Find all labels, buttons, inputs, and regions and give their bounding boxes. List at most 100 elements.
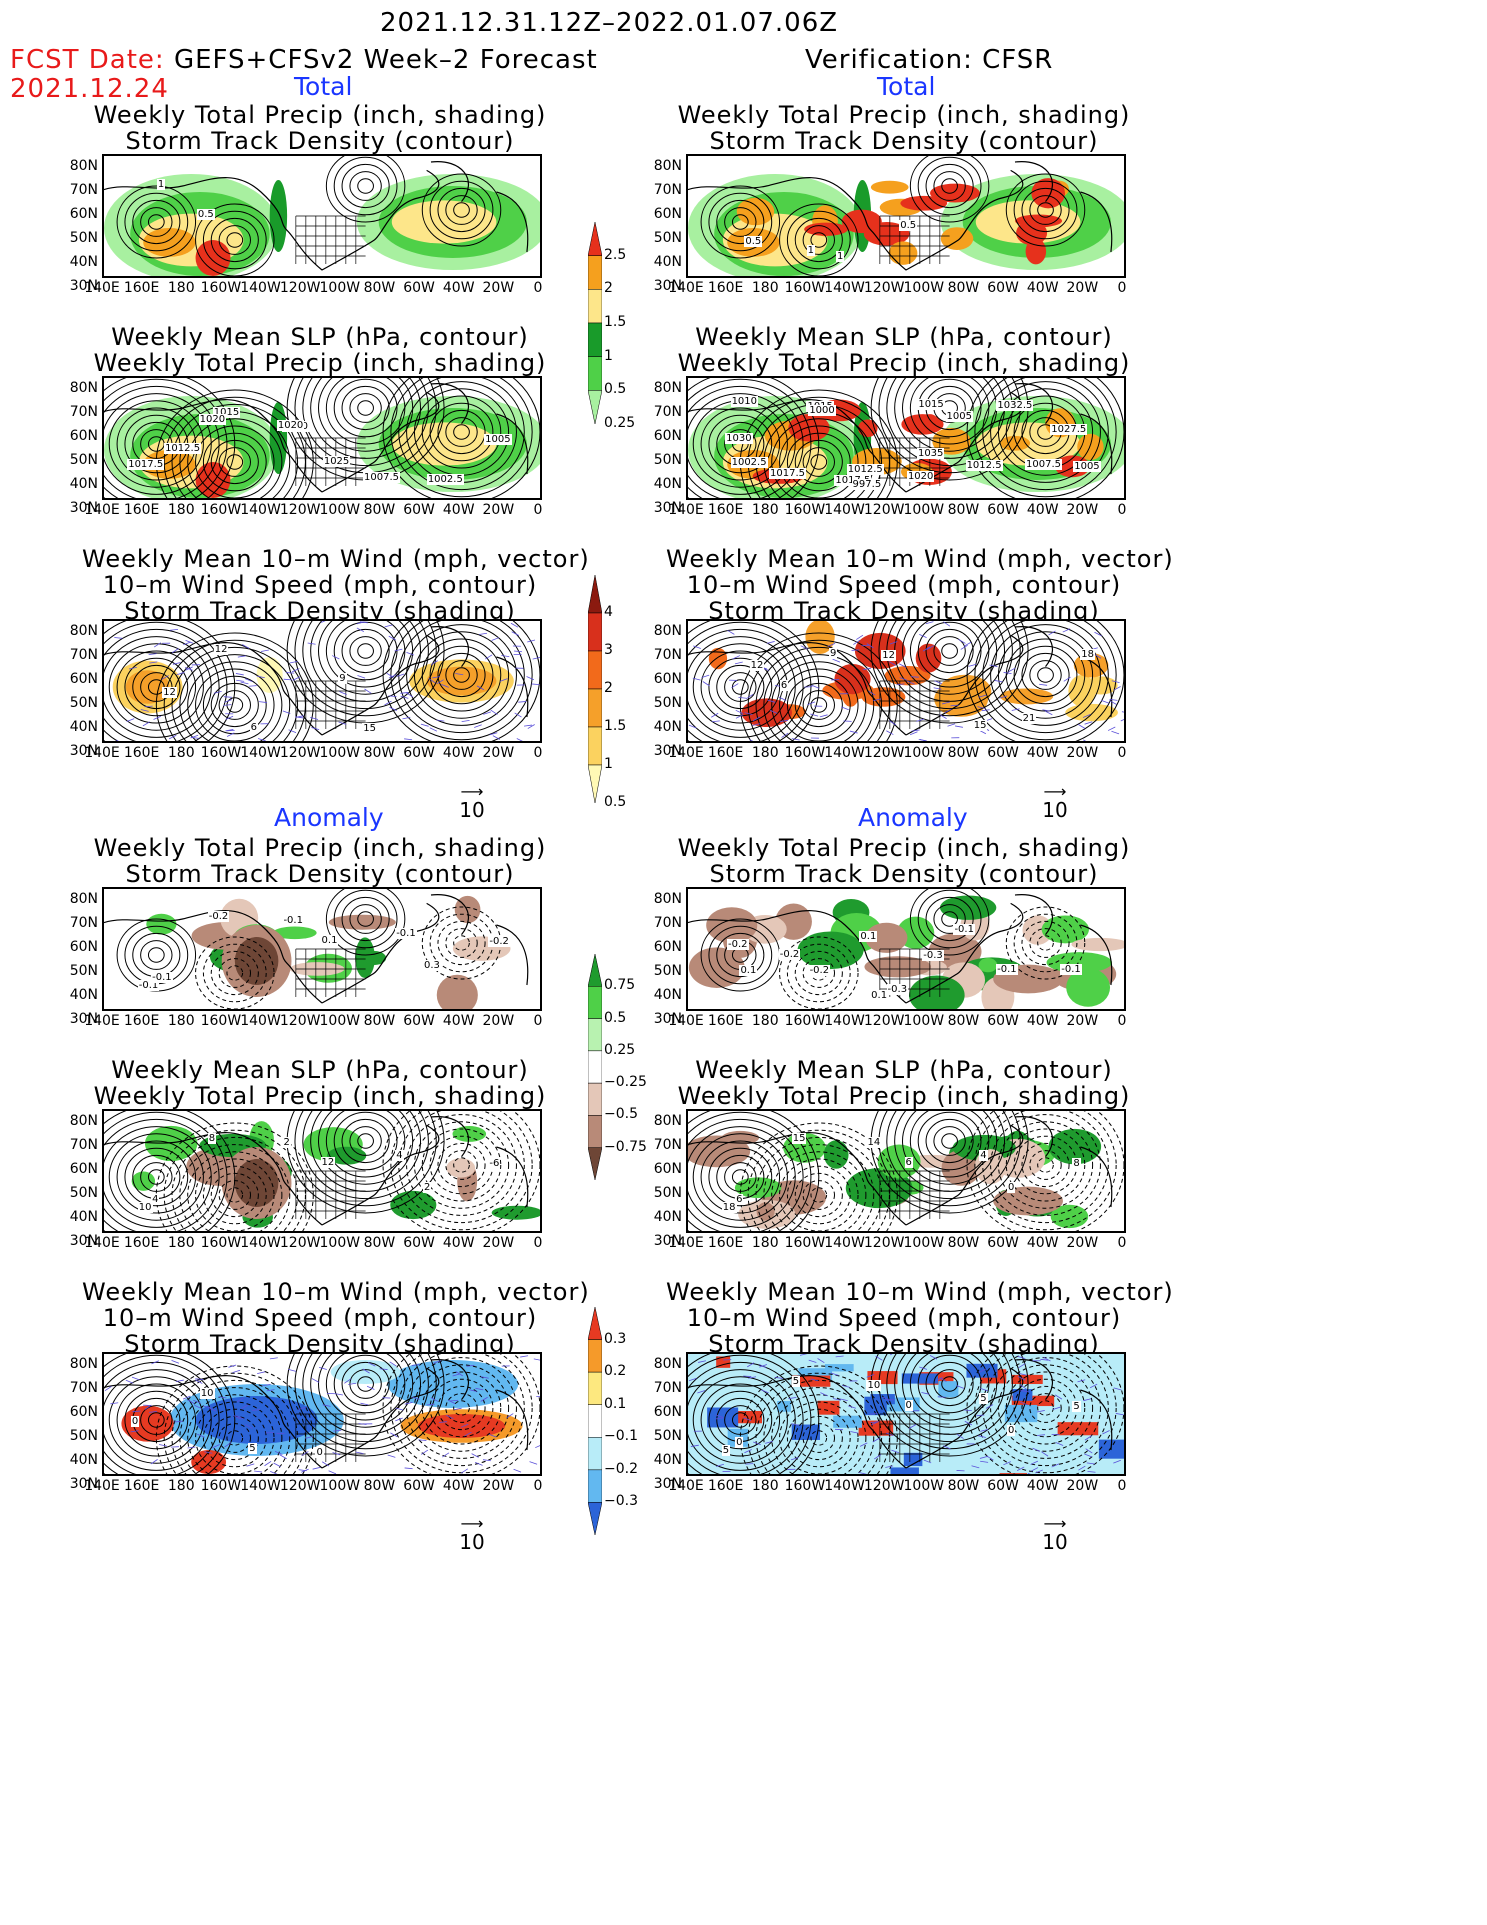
contour-label: 6 [249,721,259,733]
colorbar-tick-label: 0.25 [604,415,636,431]
panel-title-line: Weekly Total Precip (inch, shading) [677,101,1131,129]
lat-tick-label: 60N [653,206,682,222]
fc_an_3-map: 0 10 5 0 [102,1352,542,1476]
lon-tick-label: 20W [482,1013,515,1029]
lon-tick-label: 120W [279,502,321,518]
contour-label: 10 [137,1202,153,1214]
lon-tick-label: 160E [707,502,744,518]
lat-tick-label: 50N [653,1428,682,1444]
fc_an_3-title: Weekly Mean 10–m Wind (mph, vector) 10–m … [82,1279,589,1357]
lon-tick-label: 0 [533,502,543,518]
lat-tick-label: 60N [653,939,682,955]
lon-tick-label: 80W [947,745,980,761]
lon-tick-label: 20W [1066,1478,1099,1494]
contour-label: 1012.5 [164,443,202,455]
contour-label: 1 [806,244,815,256]
lon-tick-label: 80W [363,1478,396,1494]
lon-tick-label: 140W [240,1235,281,1251]
vf_tot_2-map: 1030 1017.5 1012.5 1035 1012.5 1032.5 1027.5 10… [686,376,1126,500]
contour-label: 1 [835,251,845,263]
colorbar-tick-label: −0.25 [604,1074,647,1091]
panel-title-line: Weekly Mean SLP (hPa, contour) [111,323,529,351]
lon-tick-label: 20W [482,280,515,296]
lat-tick-label: 50N [69,695,98,711]
lon-tick-label: 40W [1026,1235,1059,1251]
lat-tick-label: 50N [69,452,98,468]
contour-label: 6 [735,1194,744,1206]
lon-tick-label: 180 [751,280,779,296]
contour-label: 9 [828,648,838,660]
lon-tick-label: 80W [363,502,396,518]
fcst-model: GEFS+CFSv2 Week–2 Forecast [173,45,598,75]
lon-tick-label: 160W [784,1013,826,1029]
lon-tick-label: 60W [403,1235,435,1251]
contour-label: 8 [207,1132,217,1144]
contour-label: 0.5 [196,208,215,220]
fcst-date: 2021.12.24 [10,74,169,104]
lon-tick-label: 140W [824,1235,865,1251]
lon-tick-label: 40W [442,280,475,296]
lat-tick-label: 70N [653,182,682,198]
contour-label: 8 [1072,1158,1081,1170]
contour-label: 0 [735,1437,744,1449]
lon-tick-label: 20W [482,502,515,518]
contour-label: 5 [248,1443,257,1455]
lat-tick-label: 80N [653,1113,682,1129]
lat-tick-label: 30N [653,278,682,294]
contour-label: -0.1 [151,972,173,984]
lat-tick-label: 50N [653,963,682,979]
lat-tick-label: 50N [653,695,682,711]
lat-tick-label: 40N [653,476,682,492]
lat-tick-label: 60N [69,671,98,687]
contour-label: 10 [866,1380,882,1392]
fc_tot_2-map: 1017.51015101010251007.51002.510051012.5… [102,376,542,500]
contour-label: -0.2 [488,936,510,948]
lon-tick-label: 100W [319,745,361,761]
lon-tick-label: 100W [903,745,945,761]
lon-tick-label: 60W [987,1235,1019,1251]
lat-tick-label: 40N [69,254,98,270]
lon-tick-label: 80W [363,1013,396,1029]
lon-tick-label: 100W [319,1013,361,1029]
track-anom-colorbar [587,1306,603,1536]
lon-tick-label: 40W [442,1235,475,1251]
lon-tick-label: 20W [1066,1235,1099,1251]
lat-tick-label: 40N [653,719,682,735]
lon-tick-label: 100W [319,280,361,296]
contour-label: 12 [881,649,896,661]
lon-tick-label: 20W [482,1478,515,1494]
contour-label: -0.2 [207,910,230,922]
lon-tick-label: 0 [1117,1013,1127,1029]
lon-tick-label: 60W [987,502,1019,518]
lat-tick-label: 80N [653,158,682,174]
fc_an_2-title: Weekly Mean SLP (hPa, contour) Weekly Tot… [82,1057,558,1109]
lat-tick-label: 70N [653,1137,682,1153]
colorbar-tick-label: −0.2 [604,1460,638,1477]
panel-title-line: Weekly Mean 10–m Wind (mph, vector) [666,1278,1174,1306]
vf_tot_1-title: Weekly Total Precip (inch, shading) Storm… [666,102,1142,154]
lon-tick-label: 160W [200,1013,242,1029]
lat-tick-label: 70N [653,647,682,663]
lon-tick-label: 60W [987,745,1019,761]
lon-tick-label: 80W [363,745,396,761]
lat-tick-label: 40N [653,1209,682,1225]
lon-tick-label: 140W [240,1478,281,1494]
section-total-left: Total [294,72,353,101]
fcst-header: FCST Date: GEFS+CFSv2 Week–2 Forecast [10,45,598,75]
contour-label: 1032.5 [996,400,1034,412]
lat-tick-label: 30N [69,500,98,516]
contour-label: 12 [162,687,177,699]
lat-tick-label: 30N [69,1476,98,1492]
contour-label: 18 [721,1202,737,1214]
colorbar-tick-label: 1 [604,756,613,772]
lat-tick-label: 70N [653,1380,682,1396]
contour-label: 1020 [198,413,227,425]
fc_tot_1-map: 1 0.5 [102,154,542,278]
lon-tick-label: 60W [403,1013,435,1029]
colorbar-tick-label: 2 [604,680,613,696]
contour-label: 14 [866,1137,882,1149]
lon-tick-label: 180 [167,280,195,296]
contour-label: -6 [488,1158,501,1170]
lon-tick-label: 180 [167,745,195,761]
contour-label: -0.1 [137,980,160,992]
